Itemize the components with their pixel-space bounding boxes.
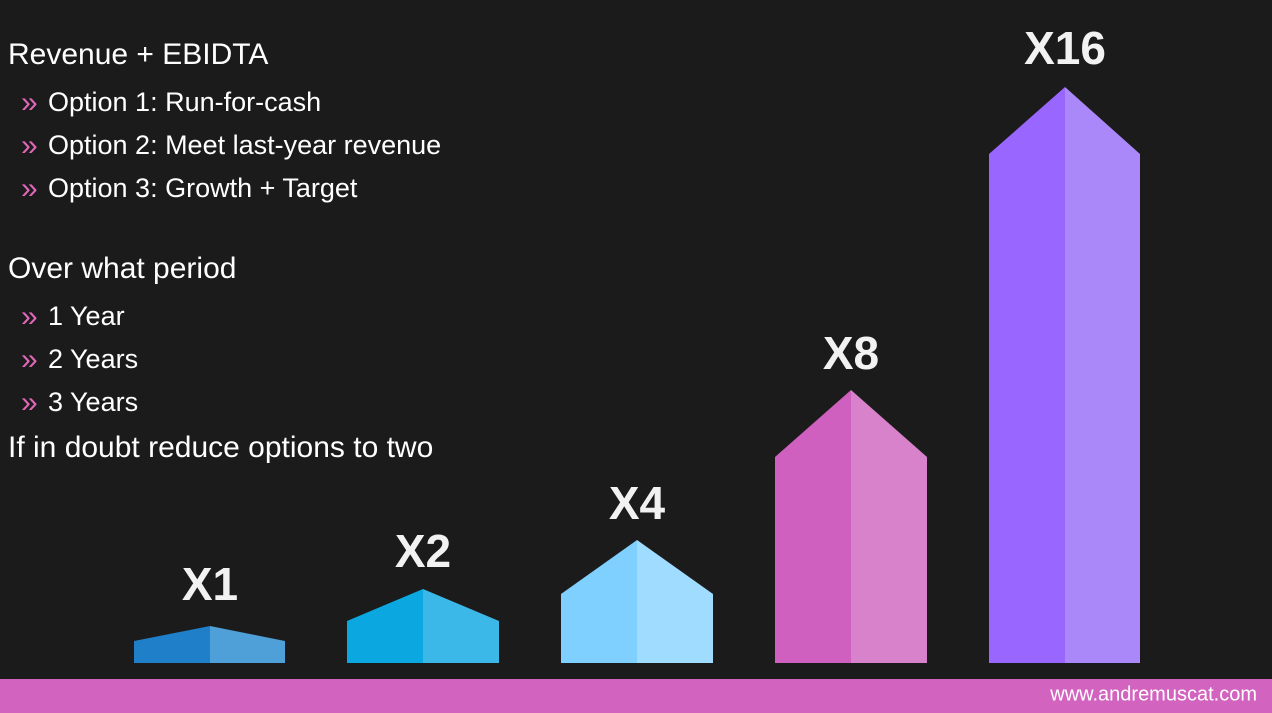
arrow-label: X1	[182, 558, 238, 610]
item: Option 1: Run-for-cash	[48, 87, 321, 117]
note: If in doubt reduce options to two	[8, 431, 433, 464]
bullet: »	[21, 386, 38, 419]
bullet: »	[21, 343, 38, 376]
item: Option 3: Growth + Target	[48, 173, 358, 203]
bullet: »	[21, 300, 38, 333]
arrow	[134, 626, 285, 663]
arrow-label: X8	[823, 327, 879, 379]
arrow-label: X2	[395, 525, 451, 577]
item: 3 Years	[48, 387, 138, 417]
arrow	[989, 87, 1140, 663]
arrow-label: X16	[1024, 22, 1106, 74]
bullet: »	[21, 129, 38, 162]
arrow	[775, 390, 927, 663]
arrow-label: X4	[609, 477, 666, 529]
bullet: »	[21, 172, 38, 205]
item: 2 Years	[48, 344, 138, 374]
arrow	[561, 540, 713, 663]
item: Option 2: Meet last-year revenue	[48, 130, 441, 160]
bullet: »	[21, 86, 38, 119]
footer-text: www.andremuscat.com	[1049, 683, 1257, 705]
heading: Over what period	[8, 252, 236, 285]
arrow	[347, 589, 499, 663]
footer-bar	[0, 679, 1272, 713]
heading: Revenue + EBIDTA	[8, 38, 268, 71]
item: 1 Year	[48, 301, 125, 331]
